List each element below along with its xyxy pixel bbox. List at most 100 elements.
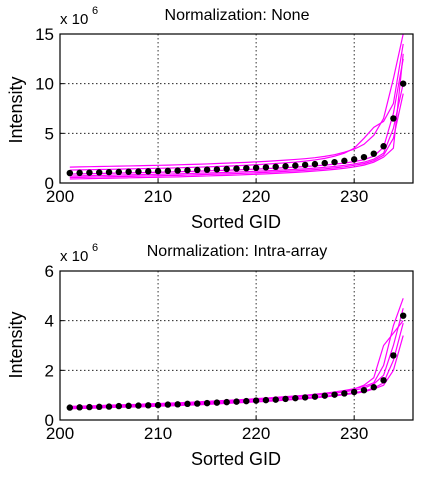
median-point [301,161,309,169]
median-point [223,398,230,406]
median-point [262,164,270,171]
axes-frame [59,270,414,421]
median-point [243,397,250,405]
median-point [194,166,201,174]
series-line [69,53,404,180]
y-tick-label: 0 [45,174,54,193]
median-point [203,166,211,173]
series-line [69,33,404,168]
exponent-label: x 10 [60,248,88,265]
x-tick-label: 210 [144,424,172,443]
plot-area: 200 210 220 230 0 2 4 6 [45,262,414,443]
median-point [194,400,201,407]
x-axis-label: Sorted GID [191,212,281,232]
y-tick-label: 15 [35,25,54,44]
median-point [399,312,407,319]
median-point [380,377,387,384]
x-tick-label: 220 [242,187,270,206]
median-point [86,169,93,176]
x-tick-label: 200 [46,187,74,206]
median-point [350,156,358,163]
median-point [184,167,191,174]
median-point [174,167,181,174]
series-line [69,93,404,179]
y-tick-label: 4 [45,312,54,331]
median-point [360,387,368,394]
exponent-power: 6 [92,5,98,17]
x-tick-label: 210 [144,187,172,206]
series-line [69,322,404,409]
median-point [399,80,407,87]
chart-panel-intra-array: Normalization: Intra-array x 10 6 Intens… [6,242,414,469]
median-point [350,388,358,396]
median-point [213,166,221,173]
median-point [96,169,103,176]
median-point [282,163,289,170]
median-point [154,401,162,409]
median-point [66,169,74,177]
exponent-label: x 10 [60,11,88,28]
median-point [125,168,132,175]
y-tick-label: 10 [35,75,54,94]
median-point [233,398,240,405]
median-point [272,163,279,171]
median-point [105,403,113,410]
median-point [145,168,152,175]
median-point [135,168,142,175]
median-point [135,402,142,409]
y-tick-label: 6 [45,262,54,281]
median-point [311,393,319,400]
median-point [115,168,123,176]
median-point [233,165,240,172]
plot-area: 200 210 220 230 0 5 10 15 [35,25,414,206]
median-point [331,158,338,166]
y-tick-label: 0 [45,411,54,430]
x-tick-label: 220 [242,424,270,443]
median-point [390,352,397,359]
median-point [105,168,113,176]
median-point [203,399,211,407]
median-point [331,391,338,398]
median-point [321,159,328,167]
median-point [360,153,368,161]
median-point [174,401,181,408]
series-line [69,83,404,177]
median-point [223,165,230,173]
median-point [301,394,309,401]
axes-frame [59,33,414,184]
median-point [96,403,103,411]
series-line [69,335,404,410]
chart-panel-none: Normalization: None x 10 6 Intensity Sor… [6,5,414,232]
median-point [252,397,260,404]
median-point [164,167,172,175]
median-point [272,396,279,403]
median-point [145,402,152,409]
median-point [262,396,270,404]
median-point [115,402,123,410]
exponent-power: 6 [92,242,98,254]
median-point [380,143,387,150]
series-line [69,43,404,171]
x-axis-label: Sorted GID [191,449,281,469]
median-point [321,392,328,399]
median-point [311,160,319,168]
y-axis-label: Intensity [6,311,26,378]
median-point [213,399,221,406]
x-tick-label: 230 [340,424,368,443]
chart-title: Normalization: None [165,7,310,24]
median-point [243,164,250,172]
y-axis-label: Intensity [6,76,26,143]
median-point [292,162,299,169]
median-point [76,404,83,411]
median-point [86,403,93,411]
median-point [66,404,74,411]
median-point [341,390,348,397]
median-point [252,164,260,172]
median-point [164,401,172,408]
y-tick-label: 5 [45,124,54,143]
median-point [370,150,377,157]
y-tick-label: 2 [45,361,54,380]
chart-title: Normalization: Intra-array [147,243,328,260]
median-point [282,395,289,403]
